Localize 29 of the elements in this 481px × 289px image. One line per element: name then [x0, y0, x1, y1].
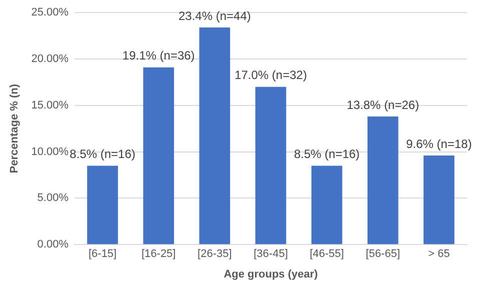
- data-label: 9.6% (n=18): [406, 136, 472, 151]
- data-label: 13.8% (n=26): [346, 98, 420, 112]
- data-label: 19.1% (n=36): [122, 48, 195, 63]
- x-tick-label: > 65: [428, 248, 450, 260]
- x-tick-label: [46-55]: [310, 248, 344, 260]
- x-axis-title: Age groups (year): [224, 268, 318, 280]
- x-tick-label: [56-65]: [366, 248, 400, 260]
- y-axis-title: Percentage % (n): [8, 84, 21, 174]
- x-tick-label: [26-35]: [198, 248, 232, 260]
- bar: [199, 27, 230, 244]
- bar: [143, 67, 174, 244]
- x-tick-label: [16-25]: [141, 248, 176, 260]
- x-tick-label: [6-15]: [88, 248, 117, 260]
- bar: [255, 86, 286, 244]
- bar: [367, 116, 398, 244]
- bar: [424, 156, 454, 244]
- data-label: 23.4% (n=44): [178, 8, 251, 23]
- x-tick-label: [36-45]: [254, 248, 288, 260]
- y-tick-label: 15.00%: [31, 99, 69, 112]
- data-label: 8.5% (n=16): [70, 147, 136, 162]
- bar: [311, 166, 342, 244]
- y-tick-label: 25.00%: [31, 6, 69, 19]
- y-tick-label: 20.00%: [31, 53, 69, 66]
- bar: [87, 166, 118, 244]
- data-label: 17.0% (n=32): [234, 68, 307, 82]
- y-tick-label: 0.00%: [37, 238, 69, 251]
- data-label: 8.5% (n=16): [294, 147, 360, 162]
- y-tick-label: 5.00%: [37, 192, 69, 204]
- y-tick-label: 10.00%: [31, 146, 69, 158]
